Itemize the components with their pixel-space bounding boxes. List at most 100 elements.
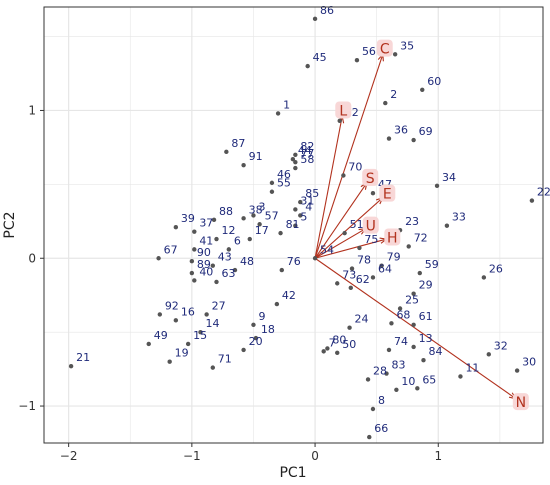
data-point xyxy=(341,173,346,178)
data-point xyxy=(192,229,197,234)
point-labels: 123 4567891011121314151617181920212223242… xyxy=(76,4,550,435)
point-label: 15 xyxy=(193,329,207,342)
point-label: 30 xyxy=(522,356,536,369)
data-point xyxy=(189,259,195,264)
point-label: 9 xyxy=(258,310,265,323)
data-point xyxy=(411,291,416,296)
data-point xyxy=(420,87,425,92)
point-label: 11 xyxy=(465,361,479,374)
point-label: 13 xyxy=(419,332,433,345)
point-label: 40 xyxy=(199,265,213,278)
data-point xyxy=(397,306,403,311)
loading-vectors xyxy=(314,53,517,400)
point-label: 44 xyxy=(298,144,312,157)
data-point xyxy=(68,363,74,369)
point-label: 84 xyxy=(428,345,442,358)
point-label: 41 xyxy=(199,234,213,247)
point-label: 8 xyxy=(378,394,385,407)
data-point xyxy=(321,349,326,354)
data-point xyxy=(325,346,330,351)
data-point xyxy=(247,236,252,242)
point-label: 7 xyxy=(329,336,336,349)
data-point xyxy=(293,165,298,171)
point-label: 27 xyxy=(212,299,226,312)
data-point xyxy=(278,230,283,236)
data-point xyxy=(251,213,256,218)
point-label: 58 xyxy=(300,153,314,166)
data-point xyxy=(204,312,209,317)
point-label: 85 xyxy=(305,187,319,200)
point-label: 83 xyxy=(392,359,406,372)
loading-arrow-U xyxy=(314,228,366,259)
point-label: 35 xyxy=(400,39,414,52)
point-label: 76 xyxy=(287,255,301,268)
data-point xyxy=(379,263,384,268)
loading-label-bg-C xyxy=(376,39,393,57)
data-point xyxy=(275,111,281,116)
x-tick-label: 0 xyxy=(311,449,319,463)
y-axis-title: PC2 xyxy=(2,211,18,238)
loading-label-bg-S xyxy=(362,168,379,186)
loading-label-L: L xyxy=(339,103,347,119)
point-label: 48 xyxy=(240,255,254,268)
point-label: 23 xyxy=(405,215,419,228)
point-label: 67 xyxy=(164,243,178,256)
loading-arrow-H xyxy=(314,238,387,259)
data-point xyxy=(298,199,303,205)
loading-arrow-L xyxy=(314,116,343,259)
point-label: 68 xyxy=(396,308,410,321)
point-label: 75 xyxy=(364,233,378,246)
data-point xyxy=(365,377,371,382)
data-point xyxy=(392,52,398,57)
point-label: 10 xyxy=(401,375,415,388)
x-tick-label: −1 xyxy=(183,449,201,463)
data-point xyxy=(189,270,195,276)
data-point xyxy=(232,267,238,273)
point-label: 54 xyxy=(320,243,334,256)
data-point xyxy=(192,278,197,283)
x-tick-label: −2 xyxy=(60,449,78,463)
point-label: 36 xyxy=(394,124,408,137)
point-label: 31 xyxy=(300,194,314,207)
point-label: 86 xyxy=(320,4,334,17)
data-point xyxy=(367,434,372,440)
point-label: 80 xyxy=(332,333,346,346)
data-point xyxy=(386,347,392,353)
point-label: 89 xyxy=(197,258,211,271)
data-point xyxy=(529,198,535,203)
data-point xyxy=(349,266,355,271)
loading-label-N: N xyxy=(516,395,526,411)
point-label: 6 xyxy=(234,234,241,247)
point-label: 17 xyxy=(255,224,269,237)
point-label: 4 xyxy=(305,200,312,213)
point-label: 19 xyxy=(175,347,189,360)
point-label: 43 xyxy=(218,251,232,264)
data-point xyxy=(241,162,246,168)
data-point xyxy=(370,191,376,196)
data-point xyxy=(417,270,422,276)
data-point xyxy=(293,152,298,157)
point-label: 82 xyxy=(300,140,314,153)
x-tick-label: 1 xyxy=(434,449,442,463)
loading-arrow-E xyxy=(314,197,384,259)
data-point xyxy=(406,244,411,249)
data-point xyxy=(386,136,392,141)
point-label: 16 xyxy=(181,305,195,318)
point-label: 33 xyxy=(452,211,466,224)
loading-label-C: C xyxy=(380,42,390,58)
data-point xyxy=(394,387,399,392)
point-label: 90 xyxy=(197,246,211,259)
loading-label-bg-E xyxy=(379,184,396,202)
point-label: 1 xyxy=(283,98,290,111)
data-point xyxy=(444,223,450,228)
data-points xyxy=(68,16,535,440)
point-label: 74 xyxy=(394,335,408,348)
data-point xyxy=(370,275,376,280)
point-label: 63 xyxy=(221,267,235,280)
point-label: 21 xyxy=(76,351,90,364)
point-label: 37 xyxy=(199,217,213,230)
point-label: 50 xyxy=(342,338,356,351)
data-point xyxy=(389,321,394,326)
point-label: 78 xyxy=(357,254,371,267)
